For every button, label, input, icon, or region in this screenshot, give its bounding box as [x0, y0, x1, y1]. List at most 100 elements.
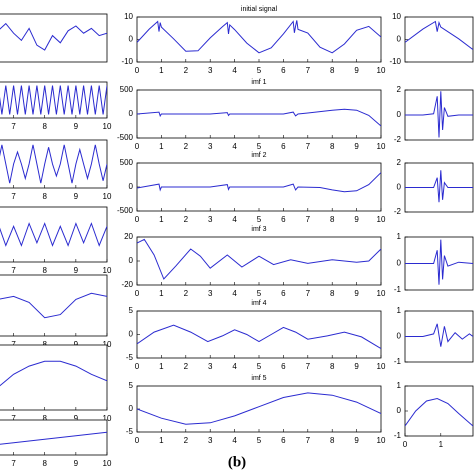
x-tick-label: 0 — [135, 289, 140, 298]
signal-line — [405, 323, 473, 347]
y-tick-label: 0 — [129, 109, 134, 118]
x-tick-label: 7 — [11, 122, 16, 131]
y-tick-label: 0 — [397, 35, 402, 44]
x-tick-label: 9 — [354, 215, 359, 224]
x-tick-label: 8 — [330, 289, 335, 298]
y-tick-label: -10 — [121, 57, 133, 66]
plot-frame — [0, 419, 108, 456]
signal-line — [137, 392, 381, 425]
x-tick-label: 8 — [330, 436, 335, 445]
x-tick-label: 1 — [439, 440, 444, 449]
x-tick-label: 10 — [377, 362, 386, 371]
x-tick-label: 7 — [306, 436, 311, 445]
y-tick-label: 0 — [129, 330, 134, 339]
plot-frame — [0, 274, 108, 337]
signal-line — [0, 431, 107, 445]
y-tick-label: 10 — [124, 12, 133, 21]
x-tick-label: 4 — [232, 289, 237, 298]
x-tick-label: 10 — [103, 459, 112, 468]
signal-line — [405, 170, 473, 203]
x-tick-label: 5 — [257, 362, 262, 371]
signal-line — [0, 292, 107, 319]
y-tick-label: 1 — [397, 232, 402, 241]
signal-line — [0, 360, 107, 387]
x-tick-label: 0 — [135, 142, 140, 151]
panel-title: imf 5 — [251, 375, 266, 382]
x-tick-label: 0 — [403, 440, 408, 449]
y-tick-label: 2 — [397, 158, 402, 167]
x-tick-label: 10 — [377, 289, 386, 298]
x-tick-label: 4 — [232, 142, 237, 151]
x-tick-label: 1 — [159, 142, 164, 151]
x-tick-label: 0 — [135, 436, 140, 445]
y-tick-label: -5 — [126, 353, 134, 362]
x-tick-label: 3 — [208, 362, 213, 371]
x-tick-label: 9 — [354, 362, 359, 371]
plot-frame — [136, 310, 382, 359]
x-tick-label: 5 — [257, 436, 262, 445]
x-tick-label: 5 — [257, 215, 262, 224]
x-tick-label: 3 — [208, 142, 213, 151]
x-tick-label: 6 — [281, 289, 286, 298]
x-tick-label: 4 — [232, 66, 237, 75]
x-tick-label: 10 — [377, 436, 386, 445]
signal-line — [405, 397, 473, 427]
y-tick-label: -2 — [394, 135, 402, 144]
x-tick-label: 6 — [281, 142, 286, 151]
x-tick-label: 2 — [184, 289, 189, 298]
y-tick-label: 0 — [397, 110, 402, 119]
x-tick-label: 8 — [42, 414, 47, 423]
x-tick-label: 10 — [377, 215, 386, 224]
signal-line — [405, 20, 473, 50]
y-tick-label: -2 — [394, 207, 402, 216]
x-tick-label: 1 — [159, 289, 164, 298]
x-tick-label: 6 — [281, 66, 286, 75]
signal-line — [0, 144, 107, 184]
x-tick-label: 7 — [306, 289, 311, 298]
x-tick-label: 0 — [135, 215, 140, 224]
x-tick-label: 7 — [11, 266, 16, 275]
x-tick-label: 5 — [257, 289, 262, 298]
x-tick-label: 2 — [184, 142, 189, 151]
y-tick-label: 0 — [129, 35, 134, 44]
x-tick-label: 6 — [281, 215, 286, 224]
x-tick-label: 8 — [42, 122, 47, 131]
y-tick-label: 10 — [392, 12, 401, 21]
x-tick-label: 10 — [103, 266, 112, 275]
y-tick-label: 5 — [129, 306, 134, 315]
y-tick-label: -20 — [121, 280, 133, 289]
signal-line — [137, 172, 381, 193]
x-tick-label: 7 — [11, 459, 16, 468]
x-tick-label: 8 — [330, 66, 335, 75]
x-tick-label: 5 — [257, 66, 262, 75]
x-tick-label: 2 — [184, 436, 189, 445]
panel-title: imf 2 — [251, 152, 266, 159]
signal-line — [0, 222, 107, 247]
x-tick-label: 6 — [281, 436, 286, 445]
y-tick-label: -500 — [117, 133, 134, 142]
y-tick-label: 0 — [397, 259, 402, 268]
y-tick-label: 1 — [397, 381, 402, 390]
x-tick-label: 7 — [306, 66, 311, 75]
plot-frame — [0, 13, 108, 63]
panel-title: imf 1 — [251, 79, 266, 86]
x-tick-label: 5 — [257, 142, 262, 151]
y-tick-label: 500 — [120, 85, 134, 94]
plot-frame — [136, 16, 382, 63]
x-tick-label: 4 — [232, 362, 237, 371]
x-tick-label: 0 — [135, 66, 140, 75]
panel-title: imf 3 — [251, 226, 266, 233]
y-tick-label: -5 — [126, 427, 134, 436]
x-tick-label: 0 — [135, 362, 140, 371]
x-tick-label: 8 — [42, 459, 47, 468]
x-tick-label: 2 — [184, 215, 189, 224]
x-tick-label: 8 — [42, 266, 47, 275]
y-tick-label: 0 — [129, 182, 134, 191]
x-tick-label: 3 — [208, 289, 213, 298]
y-tick-label: 1 — [397, 306, 402, 315]
x-tick-label: 4 — [232, 436, 237, 445]
x-tick-label: 7 — [306, 362, 311, 371]
x-tick-label: 1 — [159, 362, 164, 371]
y-tick-label: 500 — [120, 158, 134, 167]
plot-frame — [0, 139, 108, 189]
